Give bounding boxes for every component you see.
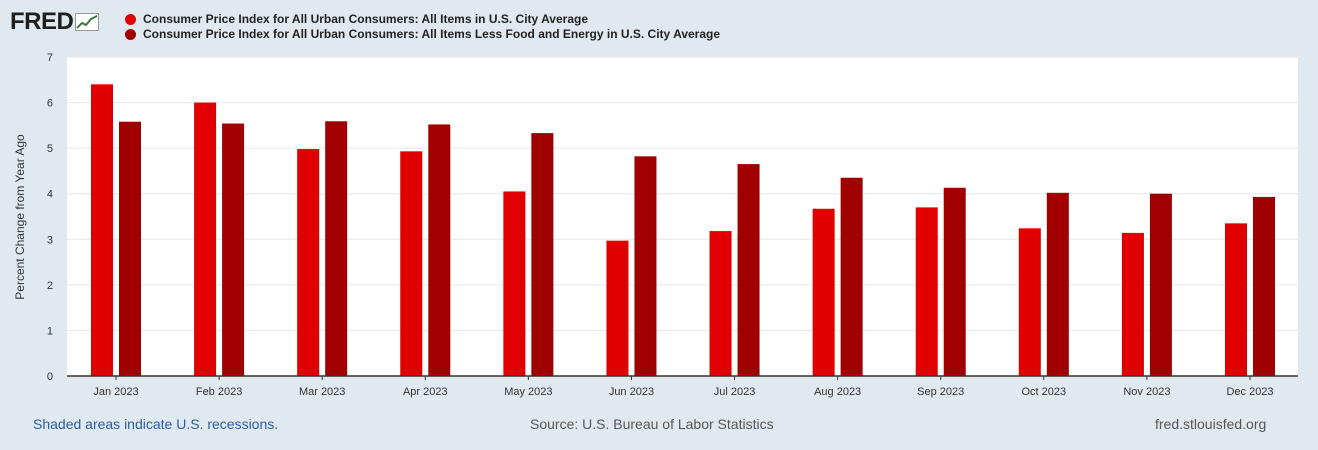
legend-dot-core: [125, 28, 136, 40]
bar-all-items-nov-2023[interactable]: [1121, 232, 1144, 376]
bar-core-may-2023[interactable]: [531, 133, 554, 376]
bar-chart: 0 1 2 3 4 5 6 7 Jan 2023 Feb 2023 Mar 2023 Apr 202…: [13, 52, 1298, 398]
bar-all-items-mar-2023[interactable]: [297, 149, 320, 376]
bar-all-items-apr-2023[interactable]: [400, 151, 423, 376]
y-axis-label: Percent Change from Year Ago: [13, 134, 27, 300]
bar-all-items-jul-2023[interactable]: [709, 231, 732, 376]
bar-all-items-sep-2023[interactable]: [915, 207, 938, 376]
y-tick-label: 4: [47, 189, 53, 201]
legend-label-core: Consumer Price Index for All Urban Consu…: [143, 27, 721, 41]
x-tick-label: Feb 2023: [196, 386, 242, 398]
bar-core-oct-2023[interactable]: [1046, 192, 1069, 376]
x-tick-label: Nov 2023: [1123, 386, 1170, 398]
y-tick-label: 3: [47, 234, 53, 246]
x-tick-label: May 2023: [504, 386, 552, 398]
y-tick-label: 6: [47, 98, 53, 110]
bar-core-apr-2023[interactable]: [428, 124, 451, 377]
y-tick-label: 0: [47, 371, 53, 383]
bar-all-items-oct-2023[interactable]: [1018, 228, 1041, 376]
bar-core-aug-2023[interactable]: [840, 177, 863, 376]
y-tick-label: 5: [47, 143, 53, 155]
x-tick-label: Apr 2023: [403, 386, 448, 398]
y-tick-label: 1: [47, 325, 53, 337]
bar-core-sep-2023[interactable]: [943, 187, 966, 376]
chart-line-icon: [75, 13, 100, 31]
x-tick-label: Sep 2023: [917, 386, 964, 398]
recession-note: Shaded areas indicate U.S. recessions.: [33, 416, 279, 432]
plot-area: [67, 57, 1298, 376]
grid-lines: [67, 56, 1298, 331]
fred-logo-text: FRED: [10, 8, 74, 35]
legend-label-all-items: Consumer Price Index for All Urban Consu…: [143, 12, 588, 26]
chart-legend: Consumer Price Index for All Urban Consu…: [125, 12, 720, 42]
site-link[interactable]: fred.stlouisfed.org: [1155, 416, 1267, 432]
x-tick-label: Jan 2023: [93, 386, 138, 398]
bar-core-feb-2023[interactable]: [222, 123, 245, 376]
x-tick-label: Aug 2023: [814, 386, 861, 398]
x-tick-label: Oct 2023: [1021, 386, 1066, 398]
bar-core-dec-2023[interactable]: [1253, 196, 1275, 376]
legend-item-all-items[interactable]: Consumer Price Index for All Urban Consu…: [125, 12, 720, 26]
y-tick-label: 7: [47, 52, 53, 64]
x-tick-label: Jun 2023: [609, 386, 654, 398]
bar-core-nov-2023[interactable]: [1149, 193, 1172, 376]
x-tick-label: Dec 2023: [1226, 386, 1273, 398]
x-axis-ticks: Jan 2023 Feb 2023 Mar 2023 Apr 2023 May 2023…: [93, 376, 1274, 398]
legend-dot-all-items: [125, 13, 136, 25]
bar-all-items-dec-2023[interactable]: [1225, 223, 1247, 376]
y-tick-label: 2: [47, 280, 53, 292]
fred-logo[interactable]: FRED: [10, 8, 100, 36]
bar-core-jun-2023[interactable]: [634, 156, 657, 376]
bar-core-jul-2023[interactable]: [737, 164, 760, 376]
bar-all-items-jun-2023[interactable]: [606, 240, 629, 376]
legend-item-core[interactable]: Consumer Price Index for All Urban Consu…: [125, 27, 720, 41]
bar-core-jan-2023[interactable]: [119, 121, 141, 376]
bar-all-items-feb-2023[interactable]: [194, 102, 217, 377]
bar-all-items-aug-2023[interactable]: [812, 208, 835, 376]
x-tick-label: Jul 2023: [714, 386, 756, 398]
source-text: Source: U.S. Bureau of Labor Statistics: [530, 416, 774, 432]
bar-all-items-jan-2023[interactable]: [91, 84, 113, 376]
x-tick-label: Mar 2023: [299, 386, 345, 398]
bar-series: [91, 84, 1275, 377]
y-axis-ticks: 0 1 2 3 4 5 6 7: [47, 52, 53, 383]
bar-core-mar-2023[interactable]: [325, 121, 348, 377]
bar-all-items-may-2023[interactable]: [503, 191, 526, 376]
chart-header: FRED Consumer Price Index for All Urban …: [0, 0, 1318, 50]
